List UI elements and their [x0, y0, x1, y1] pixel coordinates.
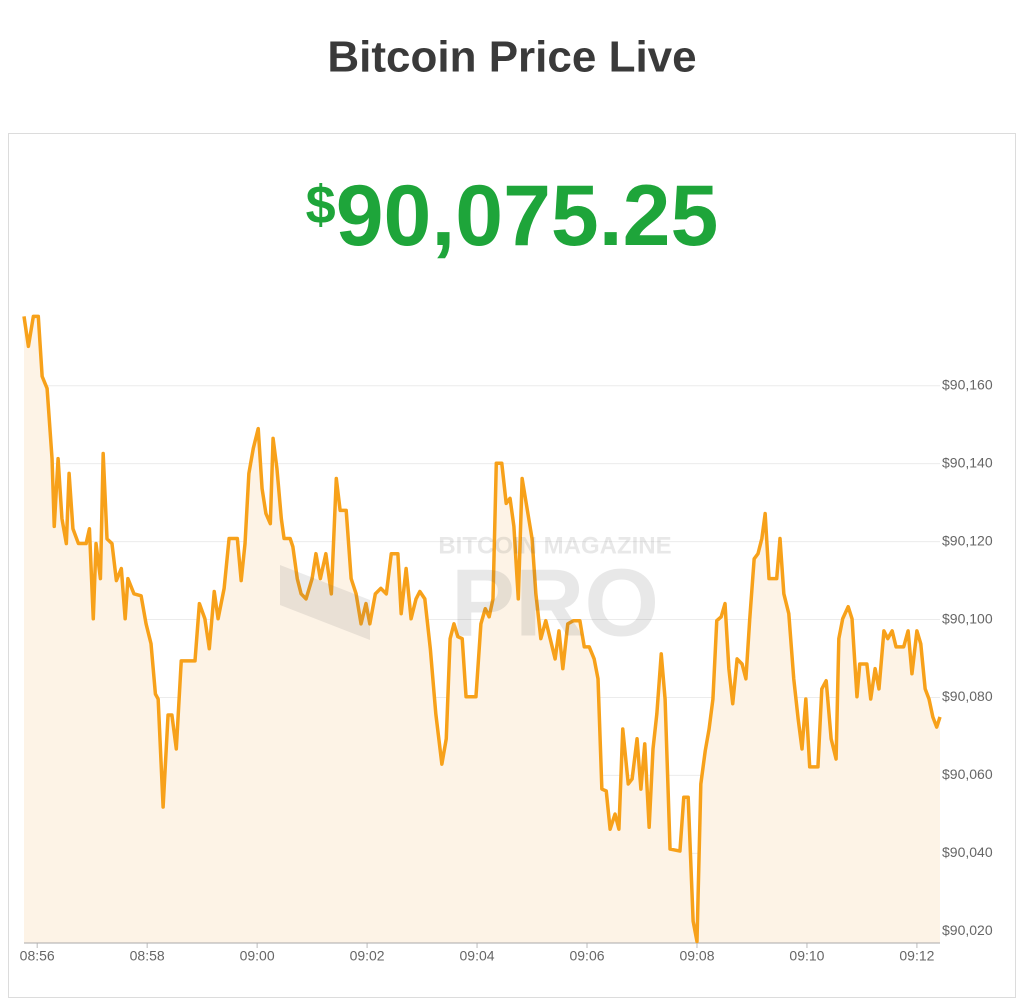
- price-symbol: $: [306, 175, 336, 235]
- y-tick-label: $90,120: [942, 532, 993, 548]
- watermark-top: BITCOIN MAGAZINE: [438, 532, 671, 559]
- y-tick-label: $90,060: [942, 766, 993, 782]
- y-tick-label: $90,160: [942, 376, 993, 392]
- price: $90,075.25: [306, 168, 719, 264]
- x-tick-label: 09:04: [460, 948, 495, 964]
- x-tick-label: 09:08: [679, 948, 714, 964]
- x-tick-label: 09:00: [240, 948, 275, 964]
- x-tick-label: 09:12: [899, 948, 934, 964]
- page-title: Bitcoin Price Live: [327, 33, 696, 82]
- x-tick-label: 09:06: [569, 948, 604, 964]
- x-tick-label: 08:58: [130, 948, 165, 964]
- x-tick-label: 08:56: [20, 948, 55, 964]
- x-tick-label: 09:02: [350, 948, 385, 964]
- price-line: [22, 314, 942, 944]
- y-tick-label: $90,100: [942, 610, 993, 626]
- y-tick-label: $90,080: [942, 688, 993, 704]
- price-amount: 90,075.25: [336, 168, 719, 264]
- plot: [22, 314, 942, 948]
- x-tick-label: 09:10: [789, 948, 824, 964]
- watermark-main: PRO: [451, 549, 659, 656]
- y-tick-label: $90,040: [942, 844, 993, 860]
- y-tick-label: $90,020: [942, 922, 993, 938]
- watermark: BITCOIN MAGAZINE PRO: [280, 532, 672, 656]
- watermark-logo: [280, 565, 370, 640]
- y-tick-label: $90,140: [942, 454, 993, 470]
